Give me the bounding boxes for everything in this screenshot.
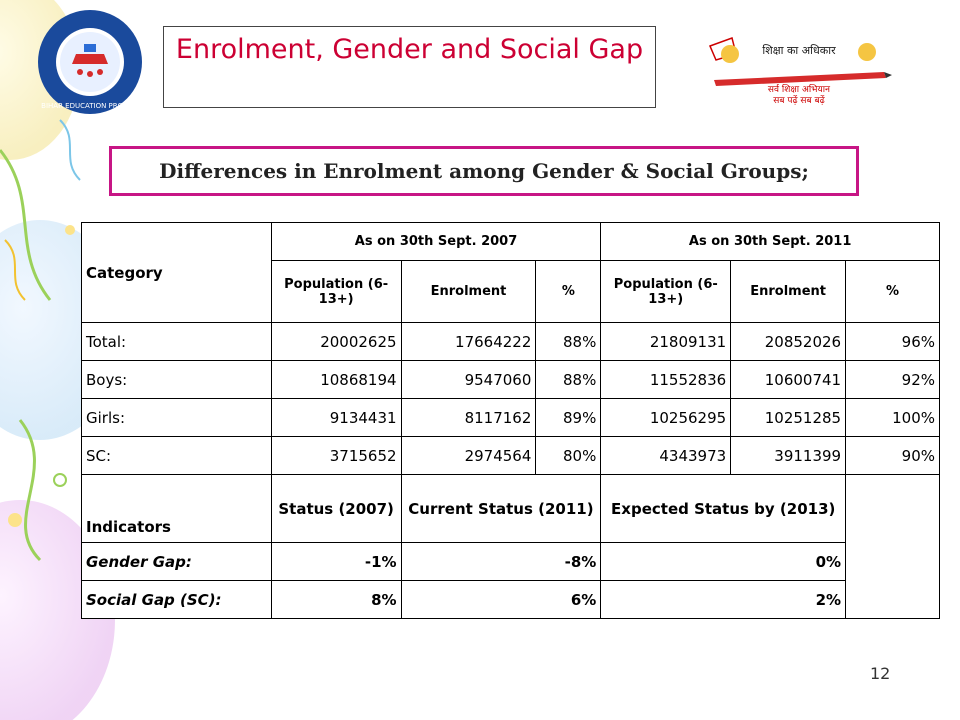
percent-2007: 80%: [535, 436, 602, 475]
percent-2007: 89%: [535, 398, 602, 437]
row-label: Girls:: [81, 398, 272, 437]
enrolment-2011: 3911399: [730, 436, 847, 475]
percent-header-2: %: [845, 260, 940, 323]
population-2007: 9134431: [270, 398, 402, 437]
row-label: Total:: [81, 322, 272, 361]
indicator-row: Gender Gap: -1% -8% 0%: [81, 542, 940, 581]
percent-2007: 88%: [535, 322, 602, 361]
percent-2011: 100%: [845, 398, 940, 437]
enrolment-header-1: Enrolment: [400, 260, 537, 323]
table-row: SC: 3715652 2974564 80% 4343973 3911399 …: [81, 436, 940, 475]
subtitle: Differences in Enrolment among Gender & …: [159, 159, 809, 183]
empty-cell: [845, 474, 940, 619]
status-2007-header: Status (2007): [270, 474, 402, 543]
enrolment-2007: 8117162: [400, 398, 537, 437]
period1-header: As on 30th Sept. 2007: [270, 222, 602, 261]
percent-2011: 92%: [845, 360, 940, 399]
period2-header: As on 30th Sept. 2011: [600, 222, 940, 261]
indicator-status: -1%: [270, 542, 402, 581]
page-number: 12: [870, 664, 891, 683]
indicator-label: Gender Gap:: [81, 542, 272, 581]
row-label: SC:: [81, 436, 272, 475]
subtitle-box: Differences in Enrolment among Gender & …: [109, 146, 859, 196]
population-header-2: Population (6-13+): [600, 260, 732, 323]
table-row: Boys: 10868194 9547060 88% 11552836 1060…: [81, 360, 940, 399]
enrolment-header-2: Enrolment: [730, 260, 847, 323]
indicator-expected: 2%: [600, 580, 847, 619]
population-2011: 4343973: [600, 436, 732, 475]
mascot-logo-tagline1: सर्व शिक्षा अभियान: [768, 83, 831, 95]
population-2007: 20002625: [270, 322, 402, 361]
population-2011: 21809131: [600, 322, 732, 361]
percent-2011: 96%: [845, 322, 940, 361]
table-row: Girls: 9134431 8117162 89% 10256295 1025…: [81, 398, 940, 437]
mascot-logo-title: शिक्षा का अधिकार: [762, 44, 836, 57]
indicator-status: 8%: [270, 580, 402, 619]
mascot-logo-tagline2: सब पढ़ें सब बढ़ें: [773, 94, 825, 106]
category-header: Category: [81, 222, 272, 323]
population-2007: 10868194: [270, 360, 402, 399]
enrolment-2011: 10251285: [730, 398, 847, 437]
table-row: Total: 20002625 17664222 88% 21809131 20…: [81, 322, 940, 361]
indicator-expected: 0%: [600, 542, 847, 581]
population-header-1: Population (6-13+): [270, 260, 402, 323]
population-2011: 11552836: [600, 360, 732, 399]
title-box: Enrolment, Gender and Social Gap: [163, 26, 656, 108]
indicator-current: 6%: [400, 580, 602, 619]
percent-2007: 88%: [535, 360, 602, 399]
population-2011: 10256295: [600, 398, 732, 437]
percent-header-1: %: [535, 260, 602, 323]
enrolment-2007: 17664222: [400, 322, 537, 361]
shiksha-ka-adhikar-logo: शिक्षा का अधिकार सर्व शिक्षा अभियान सब प…: [704, 32, 894, 106]
current-status-header: Current Status (2011): [400, 474, 602, 543]
page-title: Enrolment, Gender and Social Gap: [175, 34, 644, 65]
enrolment-2011: 20852026: [730, 322, 847, 361]
indicator-current: -8%: [400, 542, 602, 581]
indicator-row: Social Gap (SC): 8% 6% 2%: [81, 580, 940, 619]
seal-text: BIHAR EDUCATION PROJECT: [41, 102, 139, 110]
enrolment-2011: 10600741: [730, 360, 847, 399]
indicators-header: Indicators: [81, 474, 272, 543]
population-2007: 3715652: [270, 436, 402, 475]
enrolment-2007: 9547060: [400, 360, 537, 399]
enrolment-table: Category As on 30th Sept. 2007 As on 30t…: [81, 222, 940, 619]
percent-2011: 90%: [845, 436, 940, 475]
row-label: Boys:: [81, 360, 272, 399]
expected-status-header: Expected Status by (2013): [600, 474, 847, 543]
indicator-label: Social Gap (SC):: [81, 580, 272, 619]
enrolment-2007: 2974564: [400, 436, 537, 475]
bihar-education-project-logo: BIHAR EDUCATION PROJECT: [38, 10, 142, 114]
